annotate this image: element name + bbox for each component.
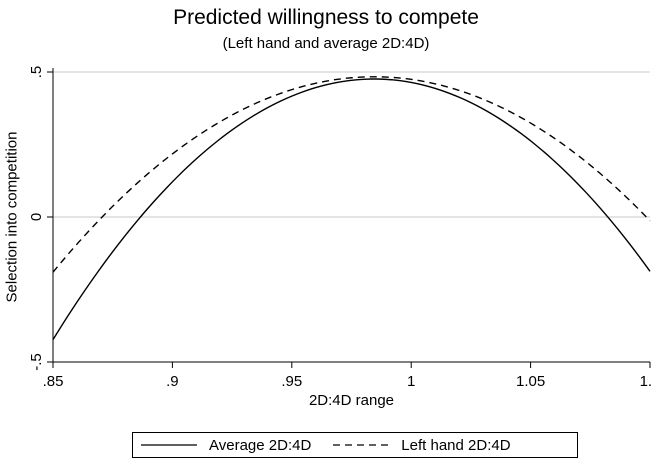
y-axis-label: Selection into competition: [3, 131, 21, 303]
x-axis-label: 2D:4D range: [309, 392, 394, 409]
x-tick-label: 1.1: [640, 373, 652, 390]
chart-subtitle: (Left hand and average 2D:4D): [222, 35, 430, 52]
chart-title: Predicted willingness to compete: [173, 6, 479, 29]
y-tick-label: 0: [28, 213, 45, 221]
x-tick-label: .85: [43, 373, 64, 390]
series-line-left-hand: [52, 76, 651, 273]
legend-swatch-solid: [141, 444, 197, 446]
legend-swatch-dashed: [333, 444, 390, 446]
legend-item-average: Average 2D:4D: [141, 437, 311, 454]
x-tick-label: 1.05: [516, 373, 545, 390]
x-tick-label: 1: [407, 373, 415, 390]
y-tick-label: .5: [28, 66, 45, 79]
legend-label-left-hand: Left hand 2D:4D: [401, 436, 511, 454]
series-line-average: [52, 78, 651, 340]
x-tick-label: .95: [281, 373, 302, 390]
y-tick-label: -.5: [28, 353, 45, 371]
legend-label-average: Average 2D:4D: [209, 436, 312, 454]
legend-item-left-hand: Left hand 2D:4D: [333, 436, 511, 454]
x-tick-label: .9: [166, 373, 179, 390]
legend: Average 2D:4D Left hand 2D:4D: [132, 432, 578, 458]
